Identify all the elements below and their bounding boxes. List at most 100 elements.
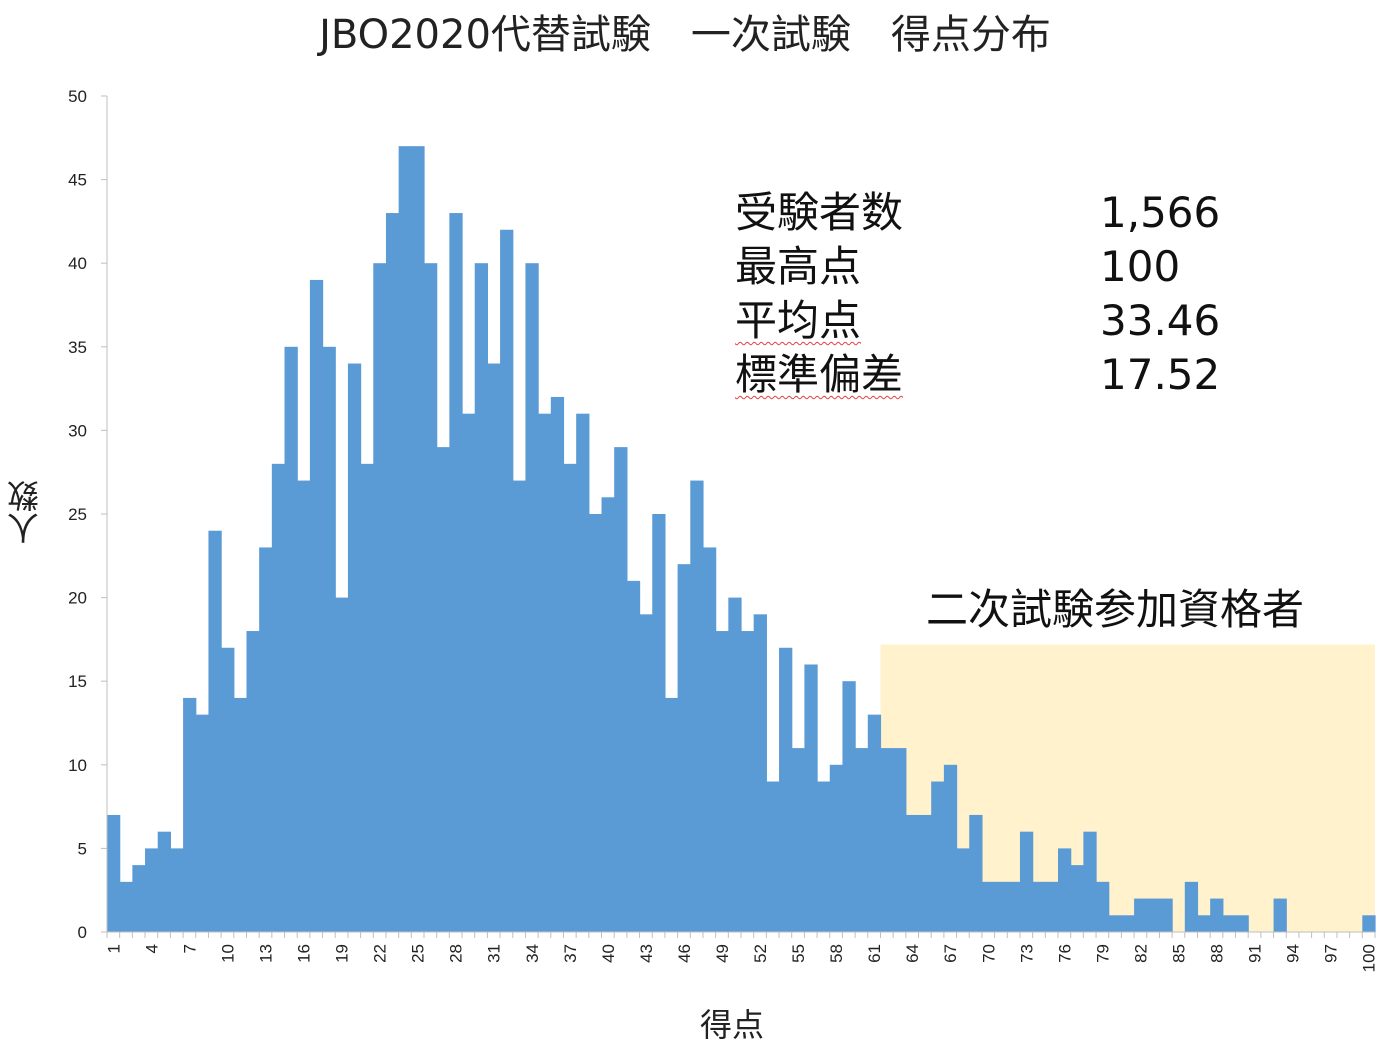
bar (512, 480, 527, 932)
bar (753, 614, 767, 932)
bar (1235, 915, 1249, 932)
bar (107, 814, 121, 932)
x-tick-label: 13 (257, 944, 276, 963)
bar (1210, 898, 1224, 932)
bar (728, 597, 742, 932)
bar (563, 463, 577, 932)
bar (779, 647, 793, 932)
bar (259, 547, 273, 932)
bar (271, 463, 286, 932)
y-tick-label: 20 (68, 589, 87, 608)
bar (208, 530, 222, 932)
bar (297, 480, 311, 932)
bar (411, 146, 425, 932)
x-tick-label: 52 (751, 944, 770, 963)
bar (664, 697, 679, 932)
bar (1273, 898, 1287, 932)
x-tick-label: 88 (1208, 944, 1227, 963)
bar (462, 413, 476, 932)
bar (1134, 898, 1148, 932)
bar (994, 881, 1008, 932)
stat-row-max: 最高点 100 (735, 240, 1295, 294)
x-tick-label: 43 (637, 944, 656, 963)
bar (702, 547, 717, 932)
stat-label: 標準偏差 (735, 350, 904, 399)
bar (855, 748, 869, 932)
qualifier-label: 二次試験参加資格者 (926, 585, 1305, 634)
x-tick-label: 7 (180, 944, 199, 953)
bar (385, 213, 400, 933)
bar (1197, 915, 1211, 932)
bar (829, 764, 844, 932)
x-tick-label: 37 (561, 944, 580, 963)
bar (601, 497, 615, 932)
x-tick-label: 76 (1055, 944, 1074, 963)
bar (1222, 915, 1237, 932)
stat-label: 平均点 (735, 296, 862, 345)
bar (842, 681, 856, 932)
bar (1184, 881, 1199, 932)
bar (1159, 898, 1173, 932)
bar (804, 664, 818, 932)
bar (614, 447, 628, 932)
bar (119, 881, 133, 932)
bar (715, 631, 729, 932)
bar (880, 748, 894, 932)
y-tick-label: 45 (68, 171, 87, 190)
x-tick-label: 55 (789, 944, 808, 963)
bar (741, 631, 755, 932)
x-tick-label: 40 (599, 944, 618, 963)
bar (588, 514, 603, 932)
bar (183, 697, 197, 932)
bar (195, 714, 210, 932)
bar (1045, 881, 1059, 932)
bar (1019, 831, 1034, 932)
bar (322, 346, 336, 932)
bar (284, 346, 298, 932)
bar (233, 697, 248, 932)
bar (474, 263, 488, 932)
bar (449, 213, 463, 933)
bar (905, 814, 920, 932)
y-tick-label: 5 (78, 839, 87, 858)
bar (652, 514, 666, 932)
bar (424, 263, 438, 932)
bar (360, 463, 374, 932)
x-tick-label: 82 (1131, 944, 1150, 963)
bar (398, 146, 412, 932)
bar (969, 814, 983, 932)
stat-value: 100 (1100, 242, 1181, 291)
bar (1058, 848, 1072, 932)
bar (639, 614, 653, 932)
x-tick-label: 46 (675, 944, 694, 963)
bar (626, 580, 641, 932)
x-tick-label: 22 (371, 944, 390, 963)
bar (525, 263, 539, 932)
bar (1362, 915, 1376, 932)
bar (817, 781, 831, 932)
bar (1121, 915, 1135, 932)
bar (791, 748, 805, 932)
x-tick-label: 61 (865, 944, 884, 963)
stat-row-sd: 標準偏差 17.52 (735, 348, 1295, 402)
y-tick-label: 15 (68, 672, 87, 691)
y-tick-label: 30 (68, 421, 87, 440)
x-tick-label: 91 (1246, 944, 1265, 963)
stat-value: 33.46 (1100, 296, 1221, 345)
y-tick-label: 50 (68, 87, 87, 106)
x-tick-label: 94 (1284, 944, 1303, 963)
bar (538, 413, 552, 932)
bar (1083, 831, 1097, 932)
bar (1032, 881, 1046, 932)
x-tick-label: 28 (447, 944, 466, 963)
bar (132, 865, 146, 932)
bar (487, 363, 501, 932)
bar (576, 413, 590, 932)
bar (981, 881, 996, 932)
y-tick-label: 0 (78, 923, 87, 942)
y-axis-label: 人数 (6, 480, 44, 544)
stats-box: 受験者数 1,566 最高点 100 平均点 33.46 標準偏差 17.52 (735, 186, 1295, 402)
chart-title: JBO2020代替試験 一次試験 得点分布 (319, 12, 1051, 58)
x-tick-label: 67 (941, 944, 960, 963)
x-tick-label: 16 (295, 944, 314, 963)
